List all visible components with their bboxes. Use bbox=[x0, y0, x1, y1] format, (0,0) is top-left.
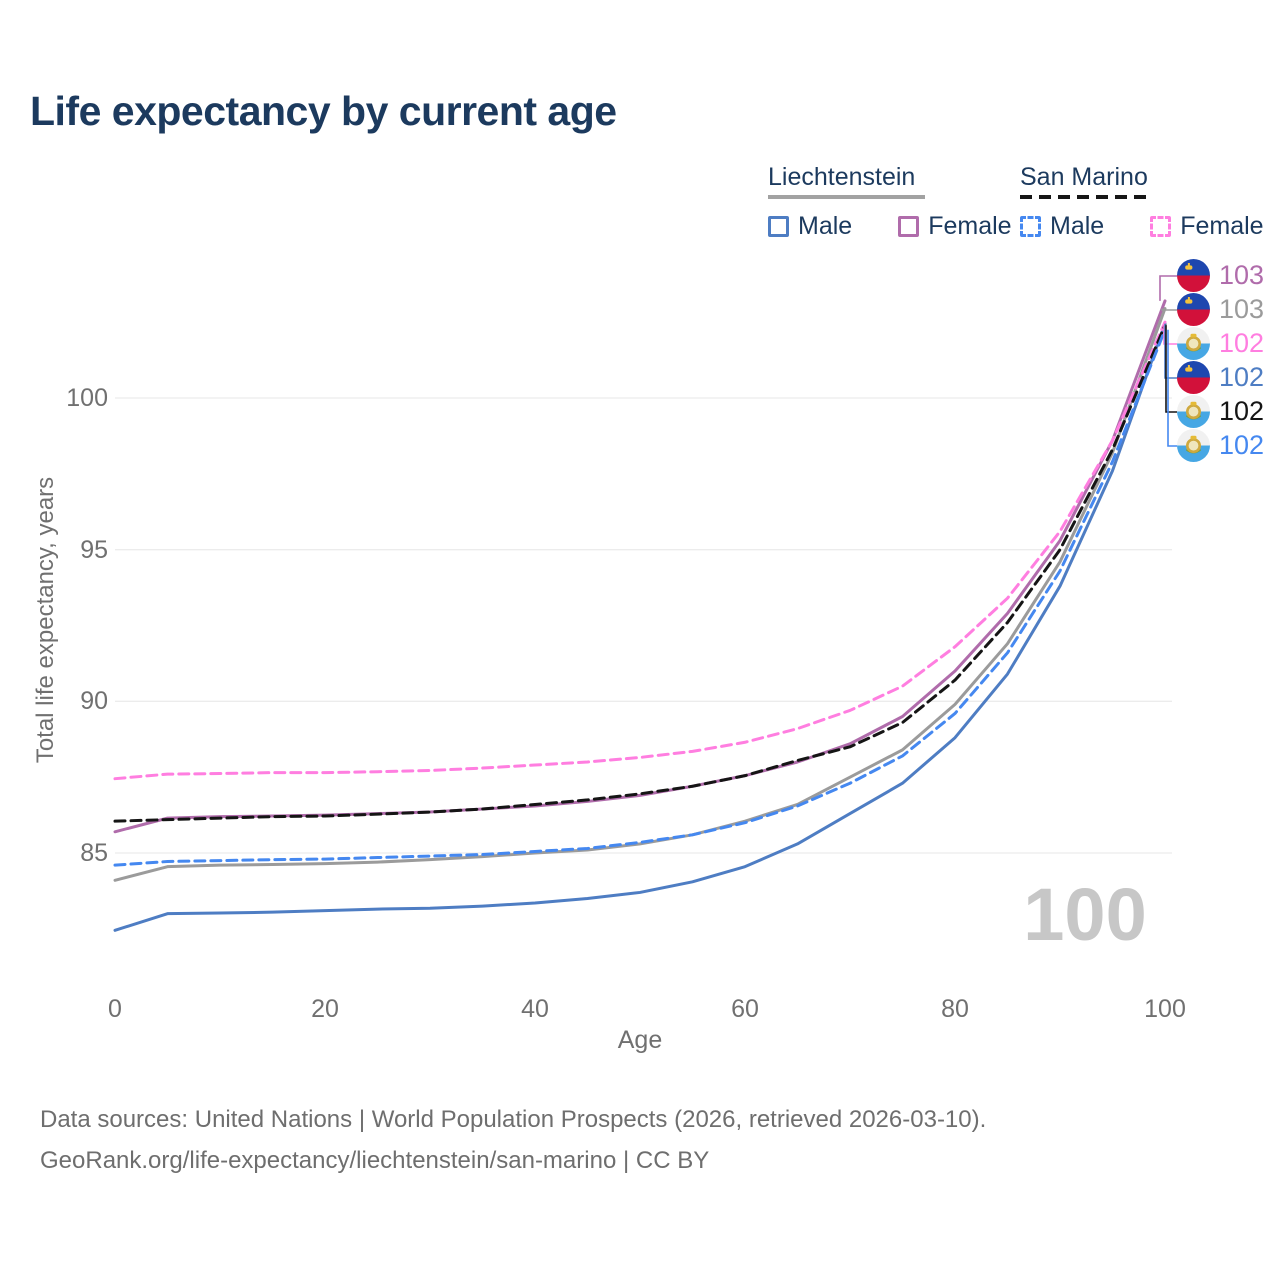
y-tick-95: 95 bbox=[80, 535, 108, 564]
san-marino-line-style-swatch bbox=[1020, 195, 1150, 199]
age-watermark: 100 bbox=[1023, 873, 1147, 956]
legend-item-label: Female bbox=[1180, 212, 1264, 240]
legend-item-liechtenstein-male[interactable]: Male bbox=[768, 212, 852, 241]
end-value: 102 bbox=[1219, 430, 1265, 460]
x-tick-0: 0 bbox=[108, 995, 122, 1023]
san-marino-flag-icon bbox=[1177, 429, 1210, 462]
y-tick-100: 100 bbox=[66, 384, 108, 412]
san-marino-flag-icon bbox=[1177, 395, 1210, 428]
x-axis-title: Age bbox=[617, 1026, 663, 1054]
series-line-liechtenstein-male[interactable] bbox=[113, 322, 1167, 932]
liechtenstein-flag-icon bbox=[1177, 293, 1210, 326]
end-label-connector bbox=[1164, 323, 1177, 379]
series-line-san-marino-male[interactable] bbox=[113, 328, 1167, 867]
legend-item-label: Male bbox=[1050, 212, 1105, 240]
liechtenstein-male-swatch bbox=[768, 216, 789, 237]
chart-title: Life expectancy by current age bbox=[30, 88, 617, 134]
data-sources-text: Data sources: United Nations | World Pop… bbox=[40, 1106, 987, 1133]
end-label-liechtenstein-total: 103 bbox=[1177, 293, 1264, 326]
legend-group-liechtenstein: Liechtenstein Male Female bbox=[768, 163, 1012, 241]
legend-item-san-marino-female[interactable]: Female bbox=[1150, 212, 1264, 241]
end-label-san-marino-female: 102 bbox=[1177, 327, 1264, 360]
legend-group-liechtenstein-title[interactable]: Liechtenstein bbox=[768, 163, 916, 191]
series-line-liechtenstein-female[interactable] bbox=[113, 299, 1167, 834]
liechtenstein-flag-icon bbox=[1177, 361, 1210, 394]
liechtenstein-flag-icon bbox=[1177, 259, 1210, 292]
legend-item-liechtenstein-female[interactable]: Female bbox=[898, 212, 1012, 241]
san-marino-flag-icon bbox=[1177, 327, 1210, 360]
series-line-liechtenstein-total[interactable] bbox=[113, 307, 1167, 882]
end-label-connector bbox=[1163, 322, 1177, 345]
legend-group-san-marino-title[interactable]: San Marino bbox=[1020, 163, 1148, 191]
end-value: 103 bbox=[1219, 260, 1265, 290]
x-tick-100: 100 bbox=[1144, 995, 1186, 1023]
y-axis-title: Total life expectancy, years bbox=[32, 476, 59, 764]
end-label-connector bbox=[1165, 325, 1177, 413]
san-marino-male-swatch bbox=[1020, 216, 1041, 237]
end-value: 102 bbox=[1219, 362, 1265, 392]
legend-item-label: Male bbox=[798, 212, 853, 240]
series-line-san-marino-total[interactable] bbox=[113, 323, 1167, 823]
end-label-connector bbox=[1161, 308, 1177, 311]
liechtenstein-female-swatch bbox=[898, 216, 920, 237]
end-value: 102 bbox=[1219, 396, 1265, 426]
y-tick-90: 90 bbox=[80, 687, 108, 716]
legend-item-label: Female bbox=[928, 212, 1012, 240]
end-value: 102 bbox=[1219, 328, 1265, 358]
series-line-san-marino-female[interactable] bbox=[113, 320, 1167, 781]
x-tick-60: 60 bbox=[731, 995, 759, 1023]
attribution-text: GeoRank.org/life-expectancy/liechtenstei… bbox=[40, 1147, 710, 1174]
end-label-connector bbox=[1167, 329, 1177, 447]
y-tick-85: 85 bbox=[80, 839, 108, 867]
x-tick-80: 80 bbox=[941, 995, 969, 1023]
end-label-liechtenstein-female: 103 bbox=[1177, 259, 1264, 292]
end-label-connector bbox=[1159, 275, 1177, 301]
san-marino-female-swatch bbox=[1150, 216, 1172, 237]
end-value: 103 bbox=[1219, 294, 1265, 324]
end-label-liechtenstein-male: 102 bbox=[1177, 361, 1264, 394]
end-label-san-marino-male: 102 bbox=[1177, 429, 1264, 462]
legend-item-san-marino-male[interactable]: Male bbox=[1020, 212, 1104, 241]
x-tick-40: 40 bbox=[521, 995, 549, 1023]
liechtenstein-line-style-swatch bbox=[768, 195, 925, 199]
end-label-san-marino-total: 102 bbox=[1177, 395, 1264, 428]
legend-group-san-marino: San Marino Male Female bbox=[1020, 163, 1264, 241]
x-tick-20: 20 bbox=[311, 995, 339, 1023]
